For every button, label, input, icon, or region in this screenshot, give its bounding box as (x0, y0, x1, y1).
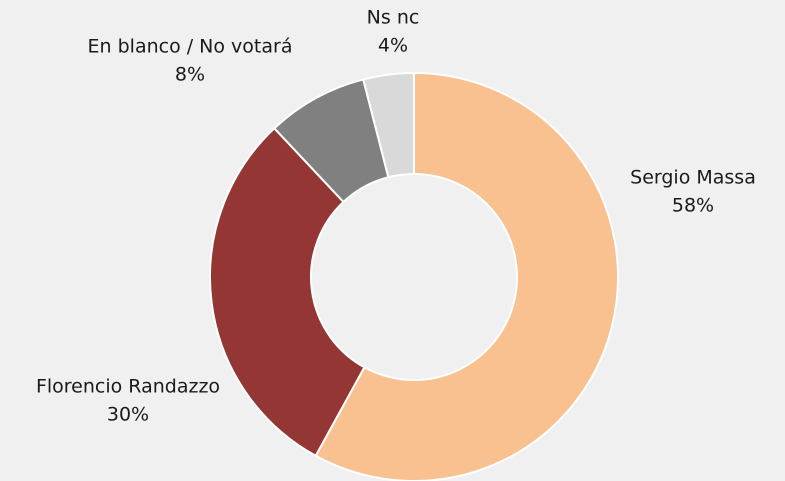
slice-value-label: 4% (378, 35, 408, 57)
slice-value-label: 8% (175, 64, 205, 86)
slice-value-label: 30% (107, 404, 149, 426)
donut-slice (209, 126, 366, 458)
slice-label: En blanco / No votará (88, 36, 293, 58)
slice-label: Sergio Massa (630, 167, 756, 189)
slice-label: Florencio Randazzo (36, 376, 220, 398)
slice-value-label: 58% (672, 195, 714, 217)
donut-slice (362, 71, 415, 179)
donut-slice (314, 71, 619, 481)
slice-label: Ns nc (367, 7, 420, 29)
